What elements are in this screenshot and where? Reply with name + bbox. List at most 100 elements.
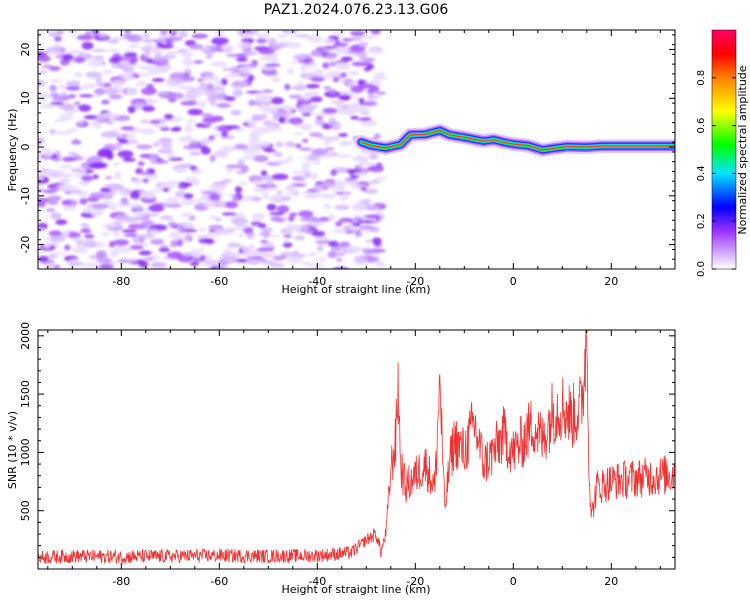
- noise-blob: [360, 186, 367, 192]
- noise-blob: [332, 228, 347, 234]
- noise-blob: [316, 70, 323, 77]
- noise-blob: [263, 149, 277, 153]
- noise-blob: [293, 132, 303, 136]
- noise-blob: [62, 53, 74, 62]
- y-tick-label: -10: [19, 187, 32, 205]
- noise-blob: [102, 112, 120, 119]
- noise-blob: [189, 261, 200, 267]
- noise-blob: [276, 34, 289, 39]
- spectrogram-ylabel: Frequency (Hz): [6, 109, 19, 192]
- noise-blob: [164, 113, 174, 120]
- noise-blob: [45, 51, 61, 55]
- noise-blob: [165, 203, 182, 208]
- noise-blob: [223, 74, 234, 79]
- noise-blob: [311, 148, 329, 156]
- noise-blob: [362, 101, 378, 107]
- noise-blob: [365, 239, 374, 243]
- noise-blob: [76, 120, 85, 126]
- snr-panel: -80 -60 -40 -20 0 20 500 1000 1500 2000 Height of…: [6, 322, 676, 596]
- y-tick-label: 500: [19, 500, 32, 521]
- noise-blob: [114, 214, 131, 221]
- noise-blob: [69, 262, 85, 266]
- noise-blob: [147, 205, 163, 210]
- noise-blob: [59, 184, 78, 192]
- noise-blob: [325, 147, 335, 151]
- noise-blob: [122, 66, 135, 73]
- noise-blob: [157, 148, 174, 154]
- noise-blob: [38, 31, 45, 37]
- noise-blob: [132, 178, 143, 185]
- noise-blob: [300, 64, 308, 72]
- noise-blob: [140, 220, 155, 228]
- noise-blob: [294, 224, 301, 232]
- noise-blob: [157, 91, 170, 97]
- noise-blob: [50, 235, 66, 242]
- noise-blob: [247, 144, 261, 150]
- noise-blob: [83, 206, 92, 214]
- noise-blob: [292, 54, 306, 60]
- noise-blob: [359, 111, 370, 115]
- y-tick-label: 20: [19, 43, 32, 57]
- noise-blob: [278, 116, 286, 124]
- noise-blob: [214, 30, 226, 37]
- noise-blob: [79, 198, 88, 205]
- spectrogram-image: [38, 30, 675, 269]
- noise-blob: [257, 103, 270, 111]
- spectrogram-axes: -80 -60 -40 -20 0 20 -20 -10 0 10 20: [19, 30, 675, 288]
- noise-blob: [174, 190, 187, 198]
- noise-blob: [205, 75, 220, 82]
- noise-blob: [359, 160, 367, 167]
- noise-blob: [73, 72, 83, 78]
- noise-blob: [142, 32, 150, 38]
- noise-blob: [224, 125, 241, 130]
- noise-blob: [353, 172, 368, 177]
- noise-blob: [200, 146, 211, 155]
- noise-blob: [211, 37, 229, 46]
- noise-blob: [273, 151, 283, 157]
- noise-blob: [142, 105, 155, 112]
- noise-blob: [334, 183, 344, 187]
- noise-blob: [190, 249, 200, 257]
- y-tick-label: 1500: [19, 380, 32, 408]
- noise-blob: [225, 168, 233, 174]
- noise-blob: [270, 57, 279, 65]
- noise-blob: [221, 67, 238, 72]
- noise-blob: [250, 221, 263, 227]
- noise-blob: [89, 254, 97, 260]
- noise-blob: [323, 203, 331, 210]
- noise-blob: [138, 260, 149, 268]
- noise-blob: [225, 201, 239, 209]
- noise-blob: [48, 230, 62, 237]
- noise-blob: [166, 81, 177, 88]
- noise-blob: [197, 248, 205, 252]
- noise-blob: [318, 256, 327, 262]
- noise-blob: [171, 126, 182, 131]
- noise-blob: [93, 55, 105, 61]
- noise-blob: [336, 258, 343, 262]
- noise-blob: [293, 34, 311, 38]
- noise-blob: [107, 39, 119, 44]
- noise-blob: [111, 79, 126, 88]
- noise-blob: [335, 221, 343, 227]
- noise-blob: [243, 147, 260, 155]
- noise-blob: [165, 180, 181, 185]
- noise-blob: [265, 186, 280, 191]
- noise-blob: [46, 262, 55, 269]
- noise-blob: [38, 92, 54, 99]
- noise-blob: [147, 67, 162, 75]
- noise-blob: [101, 69, 114, 74]
- noise-blob: [338, 62, 349, 69]
- noise-blob: [62, 206, 77, 211]
- noise-blob: [61, 200, 72, 205]
- noise-blob: [92, 203, 109, 210]
- noise-blob: [178, 30, 188, 38]
- spectrogram-panel: -80 -60 -40 -20 0 20 -20 -10 0 10 20 Height of str…: [6, 29, 676, 296]
- noise-blob: [272, 43, 289, 49]
- noise-blob: [216, 103, 230, 108]
- noise-blob: [38, 176, 45, 181]
- noise-blob: [373, 133, 381, 139]
- noise-blob: [338, 133, 348, 137]
- noise-blob: [208, 229, 216, 233]
- noise-blob: [105, 48, 122, 53]
- x-tick-label: -20: [406, 275, 424, 288]
